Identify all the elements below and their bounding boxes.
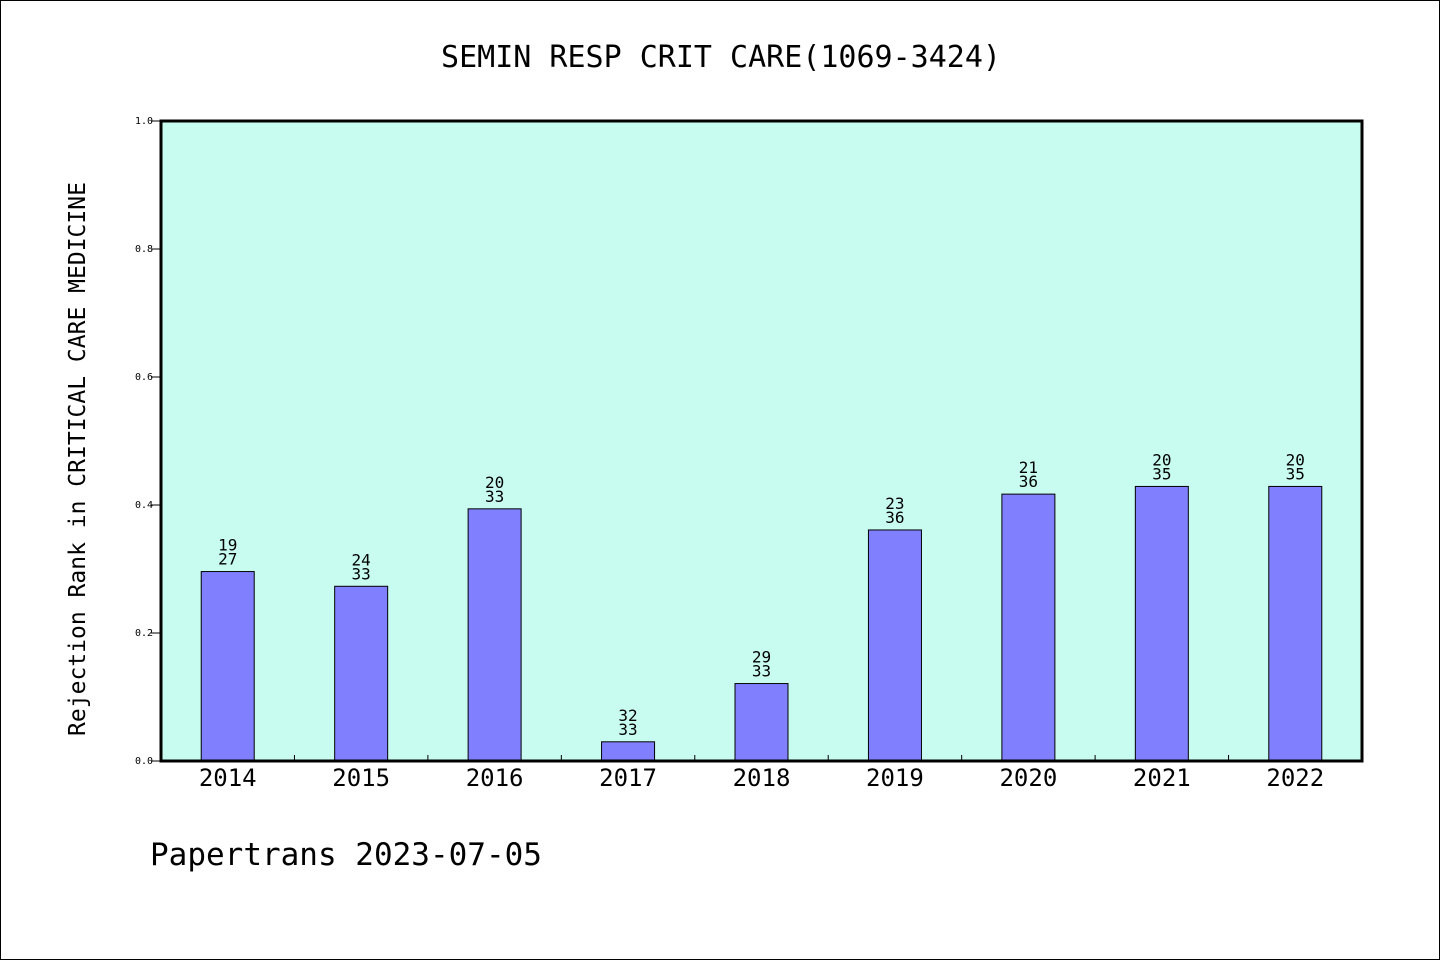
y-tick-label: 0.0 bbox=[135, 756, 153, 767]
y-tick-label: 0.2 bbox=[135, 628, 153, 639]
x-tick-label: 2019 bbox=[866, 764, 924, 792]
bar bbox=[200, 571, 255, 762]
x-axis: 2014 2015 2016 2017 2018 2019 2020 2021 2022 bbox=[199, 755, 1324, 792]
bar-total-label: 36 bbox=[1019, 472, 1038, 491]
bar-rank-label: 23 bbox=[885, 494, 904, 513]
bar-total-label: 33 bbox=[352, 564, 371, 583]
bar bbox=[1268, 485, 1323, 762]
x-tick-label: 2022 bbox=[1266, 764, 1324, 792]
bar-rank-label: 24 bbox=[352, 550, 371, 569]
bar-total-label: 27 bbox=[218, 550, 237, 569]
x-tick-label: 2015 bbox=[332, 764, 390, 792]
bar bbox=[867, 529, 922, 762]
plot-border bbox=[159, 119, 1364, 763]
bar-rank-label: 20 bbox=[1152, 450, 1171, 469]
bar-rank-label: 29 bbox=[752, 648, 771, 667]
x-tick-label: 2014 bbox=[199, 764, 257, 792]
bar-total-label: 35 bbox=[1152, 464, 1171, 483]
x-tick-label: 2017 bbox=[599, 764, 657, 792]
bar-total-label: 33 bbox=[752, 662, 771, 681]
x-tick-label: 2021 bbox=[1133, 764, 1191, 792]
bar-total-label: 35 bbox=[1286, 464, 1305, 483]
bar-total-label: 33 bbox=[618, 720, 637, 739]
bar bbox=[601, 741, 656, 762]
y-tick-label: 0.6 bbox=[135, 372, 153, 383]
bar-total-label: 36 bbox=[885, 508, 904, 527]
y-axis-label: Rejection Rank in CRITICAL CARE MEDICINE bbox=[65, 182, 91, 736]
bar-rank-label: 20 bbox=[485, 473, 504, 492]
y-tick-label: 1.0 bbox=[135, 116, 153, 127]
bar-rank-label: 21 bbox=[1019, 458, 1038, 477]
x-tick-label: 2016 bbox=[466, 764, 524, 792]
chart-title: SEMIN RESP CRIT CARE(1069-3424) bbox=[441, 40, 1001, 75]
y-axis: 0.0 0.2 0.4 0.6 0.8 1.0 bbox=[135, 116, 161, 767]
bar-rank-label: 19 bbox=[218, 536, 237, 555]
bar bbox=[1001, 493, 1056, 762]
y-tick-label: 0.8 bbox=[135, 244, 153, 255]
x-tick-label: 2018 bbox=[733, 764, 791, 792]
bar bbox=[467, 508, 522, 762]
x-tick-label: 2020 bbox=[999, 764, 1057, 792]
bar bbox=[334, 585, 389, 762]
bar-rank-label: 32 bbox=[618, 706, 637, 725]
bar bbox=[734, 683, 789, 762]
bar bbox=[1134, 485, 1189, 762]
footer-text: Papertrans 2023-07-05 bbox=[150, 837, 542, 873]
y-tick-label: 0.4 bbox=[135, 500, 153, 511]
bar-total-label: 33 bbox=[485, 487, 504, 506]
bar-rank-label: 20 bbox=[1286, 450, 1305, 469]
